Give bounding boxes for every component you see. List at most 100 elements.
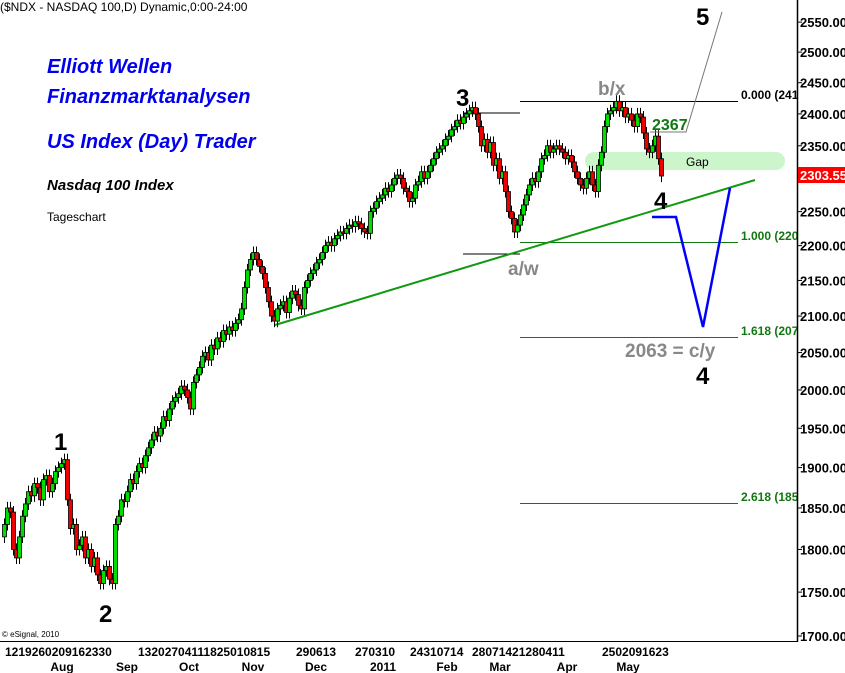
x-day-labels: 13202704111825010815 bbox=[138, 645, 270, 659]
candle-body bbox=[134, 471, 139, 485]
y-tick-label: 2050.00 bbox=[800, 346, 845, 361]
wave-label-1: 1 bbox=[54, 429, 67, 456]
y-tick-label: 2500.00 bbox=[800, 45, 845, 60]
candle-body bbox=[26, 491, 31, 505]
candle-body bbox=[407, 191, 412, 202]
candle-body bbox=[461, 116, 466, 124]
wave-label-2: 2 bbox=[99, 601, 112, 628]
price-2367-label: 2367 bbox=[652, 117, 688, 134]
candle-body bbox=[263, 273, 268, 288]
candle-body bbox=[638, 113, 643, 118]
instrument-name: Nasdaq 100 Index bbox=[47, 177, 174, 194]
candle-body bbox=[590, 171, 595, 186]
candle-body bbox=[209, 344, 214, 361]
candle-body bbox=[659, 158, 664, 177]
candle-body bbox=[380, 194, 385, 199]
candle-body bbox=[275, 308, 280, 322]
candle-body bbox=[287, 297, 292, 313]
candle-body bbox=[452, 126, 457, 131]
candle-body bbox=[314, 262, 319, 271]
candle-body bbox=[509, 211, 514, 219]
target-label: 2063 = c/y bbox=[625, 341, 716, 362]
candle-body bbox=[32, 483, 37, 497]
candle-body bbox=[446, 135, 451, 140]
candle-body bbox=[449, 129, 454, 137]
candle-body bbox=[248, 259, 253, 271]
candle-body bbox=[236, 319, 241, 324]
fib-level-label: 1.000 (220 bbox=[741, 229, 799, 243]
y-tick-label: 2200.00 bbox=[800, 239, 845, 254]
candle-body bbox=[194, 374, 199, 383]
candle-body bbox=[149, 439, 154, 449]
candle-body bbox=[434, 151, 439, 160]
candle-body bbox=[521, 204, 526, 216]
candle-body bbox=[173, 397, 178, 402]
candle-body bbox=[611, 107, 616, 112]
y-tick-label: 2250.00 bbox=[800, 205, 845, 220]
candle-body bbox=[233, 322, 238, 331]
wave-label-4-target: 4 bbox=[696, 363, 710, 390]
y-tick-label: 1850.00 bbox=[800, 501, 845, 516]
wave-label-5: 5 bbox=[696, 4, 709, 31]
candle-body bbox=[317, 259, 322, 264]
candle-body bbox=[116, 515, 121, 525]
x-month-label: Oct bbox=[179, 660, 199, 673]
candle-body bbox=[371, 207, 376, 213]
trendline bbox=[274, 179, 756, 326]
candle-body bbox=[260, 266, 265, 274]
candle-body bbox=[374, 201, 379, 209]
candle-body bbox=[572, 161, 577, 173]
candle-body bbox=[35, 483, 40, 489]
candle-body bbox=[8, 507, 13, 513]
x-month-label: Feb bbox=[436, 660, 457, 673]
last-price-label: 2303.55 bbox=[800, 168, 845, 183]
copyright: © eSignal, 2010 bbox=[2, 630, 60, 639]
candle-body bbox=[197, 367, 202, 376]
y-tick-label: 2000.00 bbox=[800, 383, 845, 398]
x-day-labels: 1219260209162330 bbox=[5, 645, 112, 659]
candle-body bbox=[377, 197, 382, 202]
candle-body bbox=[185, 389, 190, 398]
x-month-label: Sep bbox=[116, 660, 138, 673]
y-tick-label: 2450.00 bbox=[800, 76, 845, 91]
y-tick-label: 1700.00 bbox=[800, 629, 845, 644]
y-tick-label: 2350.00 bbox=[800, 139, 845, 154]
x-month-label: Nov bbox=[242, 660, 265, 673]
candle-body bbox=[644, 132, 649, 150]
candle-body bbox=[479, 126, 484, 147]
candle-body bbox=[5, 507, 10, 525]
candle-body bbox=[41, 479, 46, 501]
candle-body bbox=[362, 228, 367, 233]
candle-body bbox=[605, 113, 610, 127]
candle-body bbox=[398, 174, 403, 179]
candle-body bbox=[641, 116, 646, 134]
candle-body bbox=[629, 113, 634, 121]
candle-body bbox=[278, 304, 283, 310]
candle-body bbox=[359, 223, 364, 229]
candle-body bbox=[344, 228, 349, 234]
candle-body bbox=[56, 467, 61, 472]
candle-body bbox=[491, 142, 496, 166]
wave4-projection-path bbox=[652, 187, 732, 328]
candle-body bbox=[143, 455, 148, 469]
candle-body bbox=[311, 269, 316, 274]
candle-body bbox=[650, 145, 655, 153]
candle-body bbox=[113, 524, 118, 584]
x-day-labels: 28071421280411 bbox=[472, 645, 565, 659]
candle-body bbox=[293, 290, 298, 296]
candle-body bbox=[356, 221, 361, 225]
candle-body bbox=[467, 110, 472, 115]
candle-body bbox=[431, 158, 436, 166]
candle-body bbox=[221, 330, 226, 342]
candle-body bbox=[425, 171, 430, 179]
candle-body bbox=[542, 155, 547, 160]
gap-label: Gap bbox=[686, 155, 709, 169]
x-day-labels: 270310 bbox=[355, 645, 395, 659]
candle-body bbox=[95, 557, 100, 576]
x-month-label: May bbox=[616, 660, 640, 673]
brand-line-2: Finanzmarktanalysen bbox=[47, 86, 251, 108]
candle-body bbox=[308, 273, 313, 281]
candle-body bbox=[335, 234, 340, 240]
fib-level-label: 0.000 (241 bbox=[741, 88, 799, 102]
candle-body bbox=[17, 536, 22, 559]
